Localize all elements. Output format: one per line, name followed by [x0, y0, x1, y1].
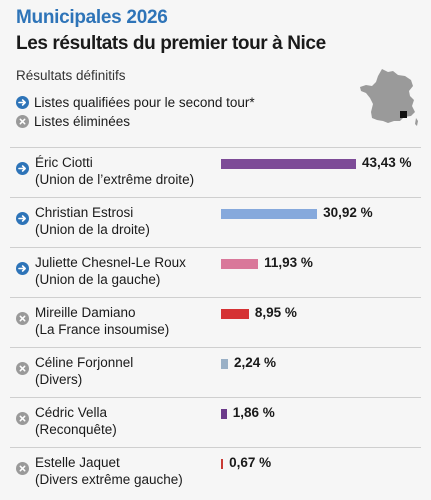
- row-divider: [10, 347, 421, 348]
- x-circle-icon: [16, 312, 29, 325]
- result-bar: [221, 359, 228, 369]
- france-map-icon: [360, 69, 418, 126]
- candidate-name: Céline Forjonnel: [35, 355, 134, 370]
- result-percent-label: 43,43 %: [362, 155, 412, 170]
- arrow-right-circle-icon: [16, 96, 29, 109]
- result-percent-label: 11,93 %: [264, 255, 313, 270]
- candidate-party: (Divers): [35, 372, 83, 387]
- result-row: Éric Ciotti (Union de l’extrême droite) 43…: [0, 147, 431, 197]
- row-divider: [10, 297, 421, 298]
- page-subtitle: Résultats définitifs: [16, 68, 126, 83]
- legend-eliminated-label: Listes éliminées: [34, 114, 131, 129]
- x-circle-icon: [16, 462, 29, 475]
- result-row: Juliette Chesnel-Le Roux (Union de la gau…: [0, 247, 431, 297]
- result-bar: [221, 409, 227, 419]
- row-divider: [10, 397, 421, 398]
- result-percent-label: 0,67 %: [229, 455, 272, 470]
- x-circle-icon: [16, 362, 29, 375]
- legend-qualified: Listes qualifiées pour le second tour*: [16, 95, 255, 110]
- result-row: Céline Forjonnel (Divers) 2,24 %: [0, 347, 431, 397]
- result-bar: [221, 159, 356, 169]
- candidate-name: Christian Estrosi: [35, 205, 134, 220]
- result-bar: [221, 209, 318, 219]
- legend-eliminated: Listes éliminées: [16, 114, 130, 129]
- arrow-right-circle-icon: [16, 162, 29, 175]
- candidate-name: Estelle Jaquet: [35, 455, 120, 470]
- candidate-name: Cédric Vella: [35, 405, 108, 420]
- candidate-name: Éric Ciotti: [35, 155, 93, 170]
- result-row: Christian Estrosi (Union de la droite) 30,…: [0, 197, 431, 247]
- x-circle-icon: [16, 412, 29, 425]
- candidate-party: (La France insoumise): [35, 322, 170, 337]
- result-row: Estelle Jaquet (Divers extrême gauche) 0,6…: [0, 447, 431, 497]
- arrow-right-circle-icon: [16, 212, 29, 225]
- candidate-party: (Union de l’extrême droite): [35, 172, 195, 187]
- result-percent-label: 2,24 %: [233, 355, 276, 370]
- row-divider: [10, 197, 421, 198]
- result-bar: [221, 309, 249, 319]
- header-kicker: Municipales 2026: [16, 7, 168, 28]
- result-row: Mireille Damiano (La France insoumise) 8,9…: [0, 297, 431, 347]
- candidate-party: (Reconquête): [35, 422, 117, 437]
- result-percent-label: 1,86 %: [232, 405, 275, 420]
- candidate-name: Juliette Chesnel-Le Roux: [35, 255, 186, 270]
- result-bar: [221, 459, 224, 469]
- result-bar: [221, 259, 259, 269]
- candidate-party: (Union de la gauche): [35, 272, 161, 287]
- row-divider: [10, 147, 421, 148]
- x-circle-icon: [16, 115, 29, 128]
- result-percent-label: 8,95 %: [254, 305, 297, 320]
- row-divider: [10, 447, 421, 448]
- candidate-party: (Divers extrême gauche): [35, 472, 183, 487]
- page-title: Les résultats du premier tour à Nice: [16, 33, 326, 54]
- arrow-right-circle-icon: [16, 262, 29, 275]
- legend-qualified-label: Listes qualifiées pour le second tour*: [34, 95, 255, 110]
- row-divider: [10, 247, 421, 248]
- candidate-name: Mireille Damiano: [35, 305, 136, 320]
- result-row: Cédric Vella (Reconquête) 1,86 %: [0, 397, 431, 447]
- candidate-party: (Union de la droite): [35, 222, 150, 237]
- result-percent-label: 30,92 %: [323, 205, 373, 220]
